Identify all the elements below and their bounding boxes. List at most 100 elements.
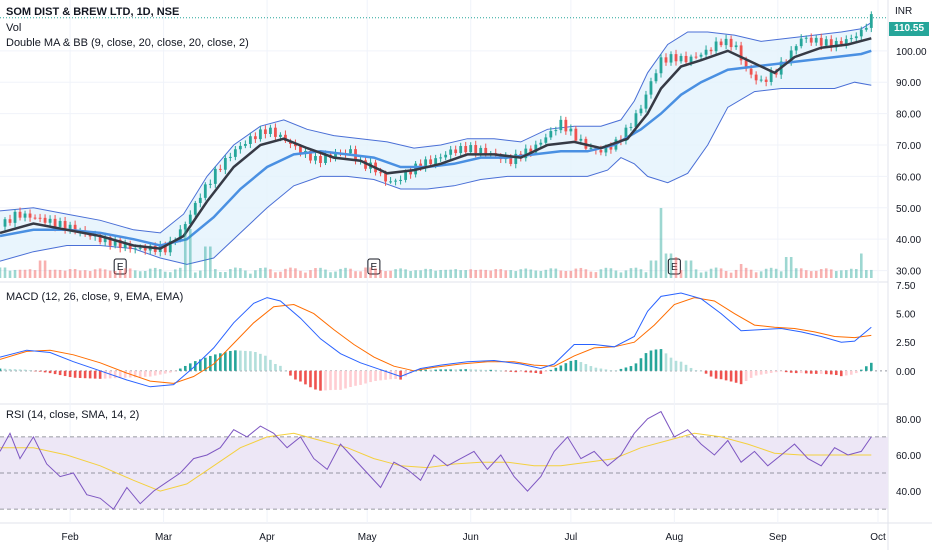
candle-body[interactable] <box>53 218 57 227</box>
candle-body[interactable] <box>744 60 748 69</box>
candle-body[interactable] <box>464 146 468 153</box>
candle-body[interactable] <box>649 81 653 95</box>
candle-body[interactable] <box>679 55 683 62</box>
candle-body[interactable] <box>624 127 628 141</box>
candle-body[interactable] <box>459 146 463 154</box>
candle-body[interactable] <box>198 197 202 203</box>
candle-body[interactable] <box>699 54 703 57</box>
candle-body[interactable] <box>68 224 72 230</box>
candle-body[interactable] <box>634 113 638 127</box>
candle-body[interactable] <box>764 79 768 82</box>
candle-body[interactable] <box>869 14 873 28</box>
candle-body[interactable] <box>469 145 473 153</box>
candle-body[interactable] <box>724 38 728 46</box>
candle-body[interactable] <box>754 74 758 81</box>
candle-body[interactable] <box>309 150 312 161</box>
candle-body[interactable] <box>284 134 287 141</box>
candle-body[interactable] <box>394 180 397 182</box>
candle-body[interactable] <box>804 37 808 39</box>
candle-body[interactable] <box>859 29 863 37</box>
candle-body[interactable] <box>829 39 833 48</box>
candle-body[interactable] <box>183 224 187 230</box>
candle-body[interactable] <box>839 40 843 45</box>
candle-body[interactable] <box>664 57 668 63</box>
candle-body[interactable] <box>749 68 753 75</box>
candle-body[interactable] <box>243 143 247 146</box>
candle-body[interactable] <box>168 240 172 253</box>
earnings-marker[interactable] <box>367 258 381 275</box>
candle-body[interactable] <box>604 146 608 153</box>
candle-body[interactable] <box>128 243 132 250</box>
candle-body[interactable] <box>439 157 443 159</box>
candle-body[interactable] <box>263 129 267 135</box>
candle-body[interactable] <box>138 247 142 249</box>
candle-body[interactable] <box>228 156 232 158</box>
candle-body[interactable] <box>73 224 77 233</box>
candle-body[interactable] <box>819 37 823 46</box>
rsi-line[interactable] <box>0 410 872 510</box>
candle-body[interactable] <box>8 219 12 223</box>
candle-body[interactable] <box>539 142 543 145</box>
candle-body[interactable] <box>223 157 227 170</box>
candle-body[interactable] <box>789 50 793 62</box>
candle-body[interactable] <box>509 156 513 164</box>
candle-body[interactable] <box>574 128 578 141</box>
candle-body[interactable] <box>729 38 733 48</box>
candle-body[interactable] <box>809 37 813 43</box>
candle-body[interactable] <box>579 138 583 141</box>
candle-body[interactable] <box>43 217 47 223</box>
candle-body[interactable] <box>719 41 723 46</box>
candle-body[interactable] <box>213 168 217 184</box>
candle-body[interactable] <box>58 220 62 227</box>
candle-body[interactable] <box>123 243 127 249</box>
candle-body[interactable] <box>238 145 242 150</box>
candle-body[interactable] <box>434 158 438 165</box>
candle-body[interactable] <box>444 154 448 158</box>
macd-line[interactable] <box>0 292 872 388</box>
candle-body[interactable] <box>404 171 408 180</box>
candle-body[interactable] <box>419 163 423 168</box>
candle-body[interactable] <box>248 136 252 144</box>
candle-body[interactable] <box>834 40 838 48</box>
candle-body[interactable] <box>814 37 818 43</box>
candle-body[interactable] <box>849 38 853 40</box>
candle-body[interactable] <box>449 149 453 155</box>
candle-body[interactable] <box>454 149 458 154</box>
earnings-marker[interactable] <box>113 258 127 275</box>
candle-body[interactable] <box>644 94 648 109</box>
candle-body[interactable] <box>178 229 182 241</box>
candle-body[interactable] <box>824 39 828 46</box>
candle-body[interactable] <box>218 168 222 170</box>
candle-body[interactable] <box>684 55 688 63</box>
candle-body[interactable] <box>258 129 262 140</box>
candle-body[interactable] <box>529 148 533 153</box>
candle-body[interactable] <box>714 41 718 52</box>
candle-body[interactable] <box>379 172 382 174</box>
candle-body[interactable] <box>424 159 428 168</box>
candle-body[interactable] <box>534 144 538 153</box>
candle-body[interactable] <box>629 126 633 128</box>
bollinger-upper-line[interactable] <box>0 22 872 234</box>
candle-body[interactable] <box>314 155 317 161</box>
candle-body[interactable] <box>559 119 563 131</box>
candle-body[interactable] <box>63 220 67 230</box>
candle-body[interactable] <box>48 218 52 223</box>
candle-body[interactable] <box>639 108 643 114</box>
candle-body[interactable] <box>734 45 738 48</box>
candle-body[interactable] <box>193 202 197 215</box>
candle-body[interactable] <box>133 248 137 250</box>
last-price-tag[interactable]: 110.55 <box>889 22 929 36</box>
candle-body[interactable] <box>854 36 858 39</box>
candle-body[interactable] <box>654 73 658 82</box>
candle-body[interactable] <box>669 54 673 63</box>
candle-body[interactable] <box>799 38 803 47</box>
candle-body[interactable] <box>479 147 483 154</box>
earnings-marker[interactable] <box>667 258 681 275</box>
candle-body[interactable] <box>103 237 107 243</box>
candle-body[interactable] <box>689 56 693 63</box>
candle-body[interactable] <box>13 211 17 223</box>
candle-body[interactable] <box>279 134 282 137</box>
candle-body[interactable] <box>163 244 167 253</box>
ma-fast-line[interactable] <box>0 37 872 250</box>
candle-body[interactable] <box>3 219 7 227</box>
